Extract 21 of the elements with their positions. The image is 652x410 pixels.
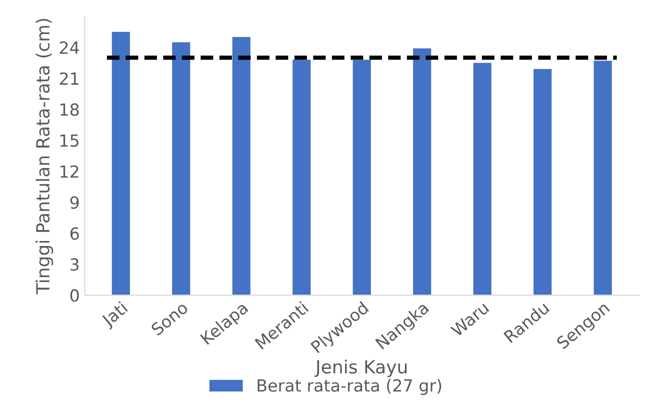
y-tick-label: 12 bbox=[60, 165, 78, 178]
bar bbox=[473, 62, 492, 296]
bar bbox=[352, 60, 371, 296]
bar bbox=[292, 60, 311, 296]
y-tick-label: 24 bbox=[60, 41, 79, 54]
x-axis-title: Jenis Kayu bbox=[314, 360, 407, 378]
bar bbox=[534, 69, 552, 296]
y-tick-label: 6 bbox=[70, 227, 79, 240]
bar bbox=[172, 42, 190, 296]
legend-label: Berat rata-rata (27 gr) bbox=[258, 378, 442, 395]
bar bbox=[594, 60, 612, 296]
bar bbox=[413, 48, 432, 296]
bar bbox=[232, 37, 250, 296]
bar bbox=[112, 32, 130, 296]
y-tick-label: 21 bbox=[60, 72, 78, 85]
y-tick-label: 0 bbox=[70, 289, 79, 302]
y-tick-label: 15 bbox=[60, 134, 78, 147]
y-tick-label: 9 bbox=[70, 196, 79, 209]
y-tick-label: 18 bbox=[60, 103, 79, 116]
y-tick-label: 3 bbox=[70, 258, 79, 271]
y-axis-title: Tinggi Pantulan Rata-rata (cm) bbox=[36, 18, 54, 294]
